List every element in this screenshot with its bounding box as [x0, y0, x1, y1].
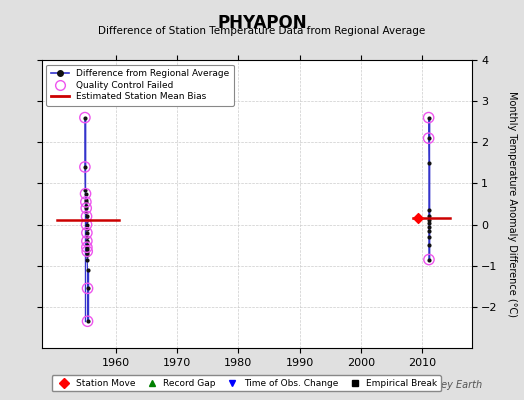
- Point: [82, 226, 91, 232]
- Point: [82, 199, 90, 205]
- Text: PHYAPON: PHYAPON: [217, 14, 307, 32]
- Point: [413, 215, 422, 222]
- Point: [425, 219, 433, 226]
- Point: [83, 238, 91, 244]
- Point: [83, 234, 91, 240]
- Point: [425, 207, 433, 213]
- Point: [425, 242, 433, 248]
- Point: [82, 209, 91, 216]
- Point: [82, 213, 91, 220]
- Text: Berkeley Earth: Berkeley Earth: [410, 380, 482, 390]
- Point: [81, 190, 90, 197]
- Point: [424, 135, 433, 141]
- Point: [83, 318, 92, 324]
- Point: [425, 217, 433, 224]
- Point: [83, 285, 92, 292]
- Point: [83, 244, 91, 250]
- Point: [82, 205, 91, 211]
- Point: [82, 199, 90, 205]
- Point: [83, 248, 91, 254]
- Point: [83, 242, 91, 248]
- Point: [82, 203, 90, 209]
- Point: [83, 238, 91, 244]
- Point: [81, 164, 89, 170]
- Point: [82, 217, 91, 224]
- Point: [81, 186, 90, 193]
- Point: [81, 164, 89, 170]
- Point: [425, 160, 433, 166]
- Point: [83, 267, 92, 273]
- Point: [82, 221, 91, 228]
- Point: [425, 256, 433, 263]
- Point: [82, 205, 91, 211]
- Point: [83, 250, 91, 256]
- Point: [424, 114, 433, 121]
- Point: [82, 213, 91, 220]
- Point: [425, 228, 433, 234]
- Point: [81, 114, 89, 121]
- Point: [83, 318, 92, 324]
- Text: Difference of Station Temperature Data from Regional Average: Difference of Station Temperature Data f…: [99, 26, 425, 36]
- Legend: Station Move, Record Gap, Time of Obs. Change, Empirical Break: Station Move, Record Gap, Time of Obs. C…: [51, 375, 441, 392]
- Point: [425, 213, 433, 220]
- Point: [81, 197, 90, 203]
- Point: [83, 252, 91, 259]
- Point: [81, 190, 90, 197]
- Point: [82, 221, 91, 228]
- Point: [83, 285, 92, 292]
- Legend: Difference from Regional Average, Quality Control Failed, Estimated Station Mean: Difference from Regional Average, Qualit…: [47, 64, 234, 106]
- Point: [83, 230, 91, 236]
- Point: [83, 256, 91, 263]
- Point: [424, 135, 433, 141]
- Point: [83, 230, 91, 236]
- Point: [424, 114, 433, 121]
- Point: [425, 224, 433, 230]
- Point: [425, 256, 433, 263]
- Point: [83, 244, 91, 250]
- Point: [81, 114, 89, 121]
- Y-axis label: Monthly Temperature Anomaly Difference (°C): Monthly Temperature Anomaly Difference (…: [507, 91, 517, 317]
- Point: [83, 248, 91, 254]
- Point: [83, 246, 91, 252]
- Point: [425, 234, 433, 240]
